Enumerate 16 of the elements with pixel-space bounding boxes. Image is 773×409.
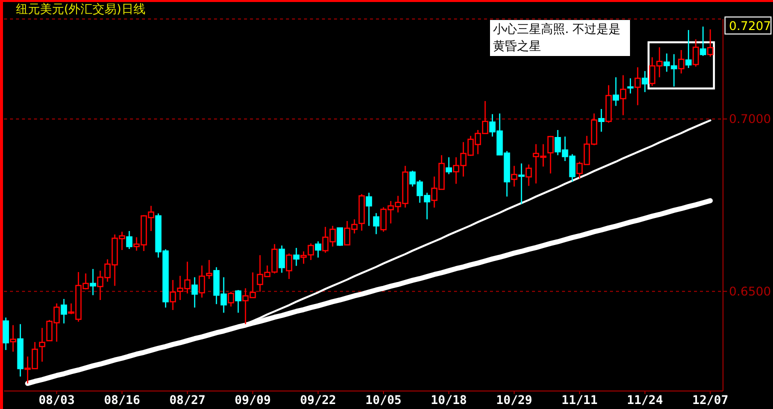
x-tick-label: 11/11 [562,393,598,407]
text: 0.7207 [729,19,771,33]
y-tick-label: 0.7000 [729,112,771,126]
x-tick-label: 10/05 [365,393,402,407]
x-tick-label: 12/07 [692,393,728,407]
x-tick-label: 10/29 [496,393,532,407]
x-tick-label: 11/24 [626,393,663,407]
x-tick-label: 10/18 [430,393,467,407]
x-tick-label: 09/09 [234,393,271,407]
x-tick-label: 09/22 [300,393,336,407]
chart-title: 纽元美元(外汇交易)日线 [16,2,146,16]
x-tick-label: 08/16 [104,393,140,407]
x-tick-label: 08/27 [169,393,206,407]
x-tick-label: 08/03 [38,393,75,407]
annotation: 小心三星高照. 不过是是黄昏之星 [490,20,630,56]
y-tick-label: 0.6500 [729,284,771,298]
